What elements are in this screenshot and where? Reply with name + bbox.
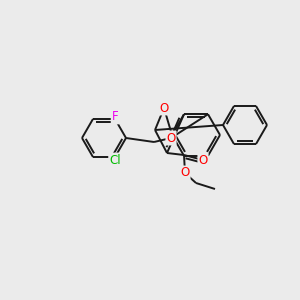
Text: O: O: [180, 167, 190, 179]
Text: O: O: [167, 131, 176, 145]
Text: O: O: [159, 101, 169, 115]
Text: O: O: [198, 154, 208, 166]
Text: F: F: [112, 110, 118, 123]
Text: Cl: Cl: [109, 154, 121, 166]
